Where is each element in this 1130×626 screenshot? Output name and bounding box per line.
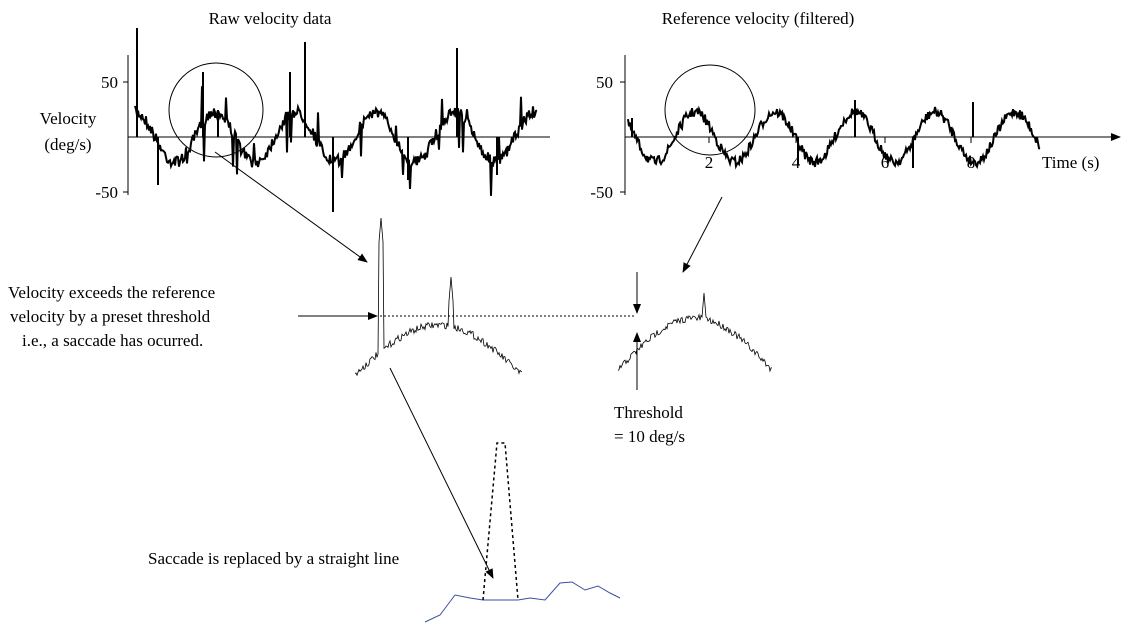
x-tick-label: 6 [881, 153, 890, 172]
annotation: Velocity exceeds the reference [8, 283, 215, 302]
x-label: Time (s) [1042, 153, 1099, 172]
highlight-circle [168, 62, 264, 158]
waveform [627, 105, 1041, 170]
panel-title: Raw velocity data [209, 9, 332, 28]
y-tick-label: 50 [101, 73, 118, 92]
waveform [617, 292, 773, 373]
y-tick-label: 50 [596, 73, 613, 92]
y-label: (deg/s) [44, 135, 91, 154]
saccade-dotted [482, 442, 519, 601]
y-tick-label: -50 [590, 183, 613, 202]
annotation: Threshold [614, 403, 683, 422]
line [389, 367, 494, 579]
annotation: = 10 deg/s [614, 427, 685, 446]
panel-title: Reference velocity (filtered) [662, 9, 855, 28]
y-label: Velocity [40, 109, 97, 128]
highlight-circle [664, 64, 756, 156]
line [682, 196, 723, 273]
waveform [354, 217, 523, 377]
waveform [134, 86, 538, 196]
x-tick-label: 2 [705, 153, 714, 172]
line [214, 151, 368, 263]
waveform [424, 581, 621, 623]
annotation: i.e., a saccade has ocurred. [22, 331, 203, 350]
annotation: Saccade is replaced by a straight line [148, 549, 399, 568]
x-tick-label: 4 [792, 153, 801, 172]
x-tick-label: 8 [967, 153, 976, 172]
y-tick-label: -50 [95, 183, 118, 202]
annotation: velocity by a preset threshold [10, 307, 211, 326]
artwork [123, 28, 1121, 623]
